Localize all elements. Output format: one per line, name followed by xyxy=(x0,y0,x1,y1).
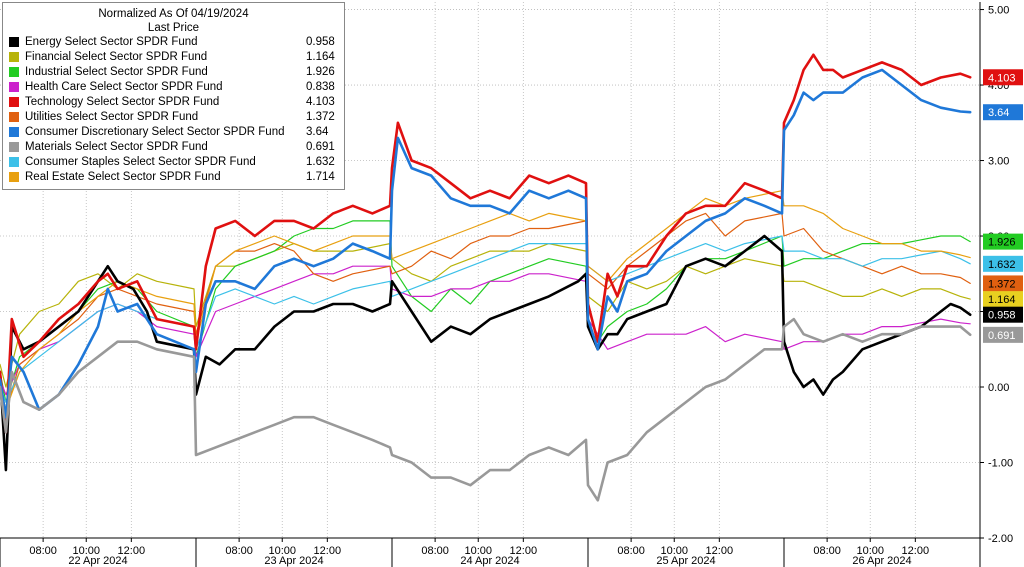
x-tick-label: 08:00 xyxy=(617,545,645,557)
legend-series-name: Real Estate Select Sector SPDR Fund xyxy=(25,171,221,183)
legend-series-name: Consumer Discretionary Select Sector SPD… xyxy=(25,126,285,138)
legend-swatch xyxy=(9,127,19,137)
legend-entry: Industrial Select Sector SPDR Fund 1.926 xyxy=(3,65,344,80)
legend-series-name: Consumer Staples Select Sector SPDR Fund xyxy=(25,156,256,168)
legend-last-price: 4.103 xyxy=(306,96,335,108)
legend-entry: Technology Select Sector SPDR Fund 4.103 xyxy=(3,95,344,110)
last-value-tag xyxy=(983,306,1023,323)
series-line xyxy=(0,265,971,396)
legend-series-name: Energy Select Sector SPDR Fund xyxy=(25,36,198,48)
legend-swatch xyxy=(9,37,19,47)
series-line xyxy=(0,53,972,434)
legend-entry: Real Estate Select Sector SPDR Fund 1.714 xyxy=(3,170,344,185)
last-value-text: 1.926 xyxy=(988,237,1016,249)
legend-swatch xyxy=(9,82,19,92)
last-value-tag xyxy=(983,69,1023,86)
legend-series-name: Utilities Select Sector SPDR Fund xyxy=(25,111,199,123)
legend-entry: Health Care Select Sector SPDR Fund 0.838 xyxy=(3,80,344,95)
x-tick-label: 10:00 xyxy=(72,545,100,557)
legend-last-price: 1.632 xyxy=(306,156,335,168)
last-value-text: 3.64 xyxy=(988,107,1009,119)
legend-rows: Energy Select Sector SPDR Fund 0.958 Finan… xyxy=(3,35,344,185)
last-value-tag xyxy=(983,233,1023,250)
legend-swatch xyxy=(9,142,19,152)
legend-swatch xyxy=(9,157,19,167)
last-value-text: 1.632 xyxy=(988,259,1016,271)
legend-swatch xyxy=(9,67,19,77)
x-tick-label: 10:00 xyxy=(464,545,492,557)
last-value-tag xyxy=(983,275,1023,292)
last-value-tag xyxy=(983,326,1023,343)
x-tick-label: 10:00 xyxy=(856,545,884,557)
series-line xyxy=(0,243,971,388)
legend-entry: Consumer Staples Select Sector SPDR Fund… xyxy=(3,155,344,170)
legend-title: Normalized As Of 04/19/2024 xyxy=(98,8,249,20)
x-tick-label: 08:00 xyxy=(421,545,449,557)
x-tick-label: 12:00 xyxy=(902,545,930,557)
last-value-text: 0.691 xyxy=(988,330,1016,342)
legend-last-price: 1.926 xyxy=(306,66,335,78)
day-label: 22 Apr 2024 xyxy=(68,555,127,567)
day-label: 25 Apr 2024 xyxy=(656,555,715,567)
series-line xyxy=(0,317,972,502)
legend-swatch xyxy=(9,97,19,107)
legend-entry: Consumer Discretionary Select Sector SPD… xyxy=(3,125,344,140)
last-value-labels: 4.103 3.64 1.926 1.632 1.372 1.164 0.958 0.691 xyxy=(983,69,1023,343)
x-tick-label: 08:00 xyxy=(225,545,253,557)
x-tick-label: 12:00 xyxy=(314,545,342,557)
legend-last-price: 1.714 xyxy=(306,171,335,183)
legend-last-price: 3.64 xyxy=(306,126,329,138)
legend-entry: Financial Select Sector SPDR Fund 1.164 xyxy=(3,50,344,65)
last-value-tag xyxy=(983,291,1023,308)
legend-series-name: Financial Select Sector SPDR Fund xyxy=(25,51,208,63)
legend: Normalized As Of 04/19/2024 Last Price E… xyxy=(2,2,345,190)
x-tick-label: 08:00 xyxy=(29,545,57,557)
last-value-text: 1.372 xyxy=(988,278,1016,290)
legend-entry: Materials Select Sector SPDR Fund 0.691 xyxy=(3,140,344,155)
day-label: 26 Apr 2024 xyxy=(852,555,911,567)
x-tick-label: 08:00 xyxy=(813,545,841,557)
legend-entry: Energy Select Sector SPDR Fund 0.958 xyxy=(3,35,344,50)
legend-last-price: 0.838 xyxy=(306,81,335,93)
day-label: 23 Apr 2024 xyxy=(264,555,323,567)
legend-last-price: 1.372 xyxy=(306,111,335,123)
last-value-text: 0.958 xyxy=(988,310,1016,322)
last-value-text: 1.164 xyxy=(988,294,1016,306)
day-label: 24 Apr 2024 xyxy=(460,555,519,567)
legend-swatch xyxy=(9,112,19,122)
x-tick-label: 10:00 xyxy=(660,545,688,557)
series-line xyxy=(0,68,972,419)
x-tick-label: 12:00 xyxy=(706,545,734,557)
legend-series-name: Technology Select Sector SPDR Fund xyxy=(25,96,220,108)
x-tick-label: 10:00 xyxy=(268,545,296,557)
y-tick-label: 5.00 xyxy=(988,5,1009,17)
legend-swatch xyxy=(9,172,19,182)
legend-series-name: Industrial Select Sector SPDR Fund xyxy=(25,66,208,78)
legend-last-price: 1.164 xyxy=(306,51,335,63)
series-line xyxy=(0,234,972,472)
last-value-tag xyxy=(983,104,1023,121)
legend-last-price: 0.958 xyxy=(306,36,335,48)
series-lines xyxy=(0,53,972,502)
y-tick-label: -2.00 xyxy=(988,533,1013,545)
legend-series-name: Materials Select Sector SPDR Fund xyxy=(25,141,208,153)
series-line xyxy=(0,190,971,411)
y-tick-label: 3.00 xyxy=(988,156,1009,168)
legend-last-price: 0.691 xyxy=(306,141,335,153)
legend-series-name: Health Care Select Sector SPDR Fund xyxy=(25,81,223,93)
last-value-tag xyxy=(983,255,1023,272)
last-value-text: 4.103 xyxy=(988,72,1016,84)
x-tick-label: 12:00 xyxy=(118,545,146,557)
x-tick-label: 12:00 xyxy=(510,545,538,557)
legend-subtitle: Last Price xyxy=(147,22,200,34)
legend-entry: Utilities Select Sector SPDR Fund 1.372 xyxy=(3,110,344,125)
legend-swatch xyxy=(9,52,19,62)
y-tick-label: 0.00 xyxy=(988,382,1009,394)
y-tick-label: -1.00 xyxy=(988,458,1013,470)
